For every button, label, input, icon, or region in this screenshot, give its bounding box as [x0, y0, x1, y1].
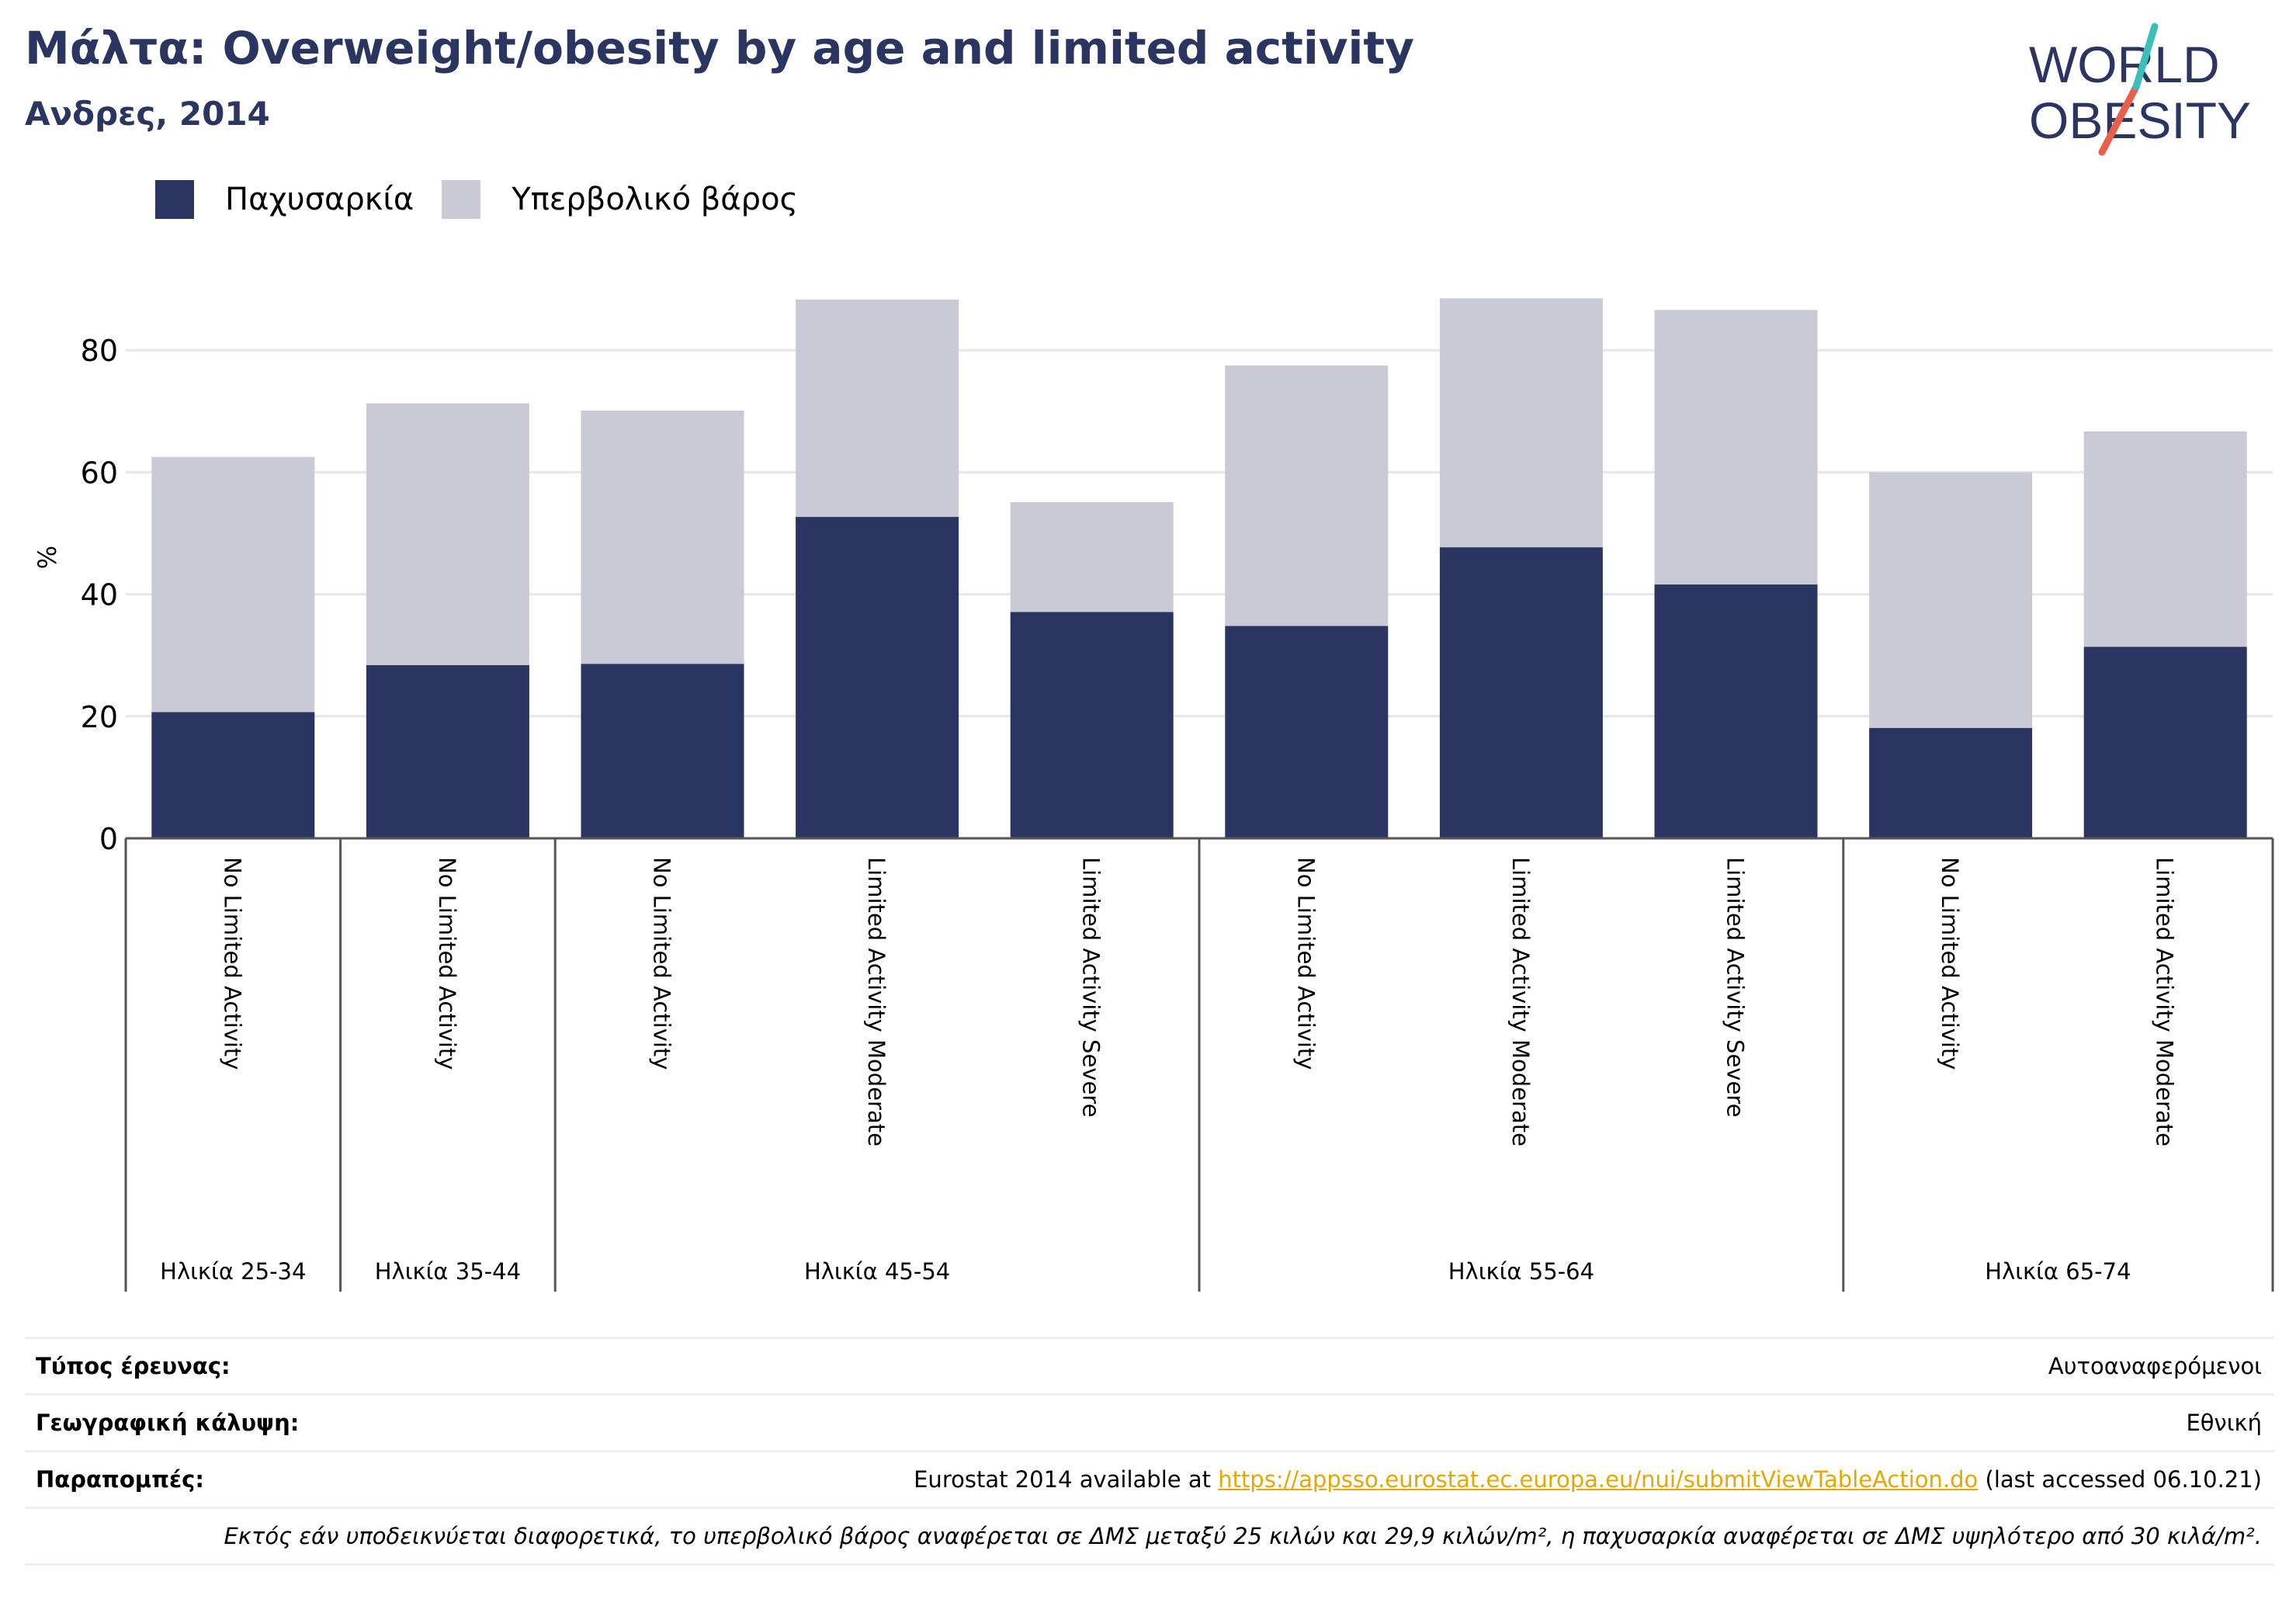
y-tick-label: 80 — [81, 334, 118, 368]
legend: Παχυσαρκία Υπερβολικό βάρος — [155, 180, 826, 219]
bar-obesity — [151, 712, 315, 838]
x-category-label: Limited Activity Severe — [1078, 857, 1105, 1117]
bar-overweight — [366, 403, 529, 665]
logo-line-1: WORLD — [2029, 36, 2220, 93]
y-axis-label: % — [33, 546, 62, 569]
footer-row-survey-type: Τύπος έρευνας: Αυτοαναφερόμενοι — [25, 1337, 2274, 1393]
footer-row-references: Παραπομπές: Eurostat 2014 available at h… — [25, 1450, 2274, 1507]
world-obesity-logo: WORLD OBESITY — [2029, 23, 2251, 156]
x-category-label: Limited Activity Moderate — [863, 857, 890, 1146]
chart-title: Μάλτα: Overweight/obesity by age and lim… — [25, 22, 1414, 75]
y-tick-label: 0 — [99, 822, 118, 856]
x-category-label: Limited Activity Severe — [1722, 857, 1749, 1117]
coverage-label: Γεωγραφική κάλυψη: — [36, 1410, 300, 1436]
references-prefix: Eurostat 2014 available at — [914, 1466, 1219, 1493]
bar-overweight — [1439, 298, 1603, 548]
group-label: Ηλικία 25-34 — [160, 1258, 306, 1285]
group-label: Ηλικία 45-54 — [804, 1258, 950, 1285]
logo-line-2: OBESITY — [2029, 92, 2251, 149]
x-category-label: No Limited Activity — [1937, 857, 1963, 1070]
legend-swatch-overweight — [442, 180, 481, 219]
x-category-label: No Limited Activity — [649, 857, 675, 1070]
bar-obesity — [1654, 584, 1818, 838]
bar-obesity — [796, 516, 959, 838]
chart-subtitle: Ανδρες, 2014 — [25, 95, 270, 133]
bar-obesity — [581, 664, 744, 838]
bar-overweight — [1654, 310, 1818, 585]
survey-type-value: Αυτοαναφερόμενοι — [2048, 1353, 2262, 1379]
logo-slash-teal — [2132, 23, 2159, 91]
bar-overweight — [1225, 365, 1389, 626]
x-category-label: No Limited Activity — [219, 857, 245, 1070]
bar-obesity — [1010, 612, 1174, 838]
bar-overweight — [581, 411, 744, 664]
bar-overweight — [2083, 431, 2247, 647]
y-tick-label: 60 — [81, 456, 118, 490]
bar-obesity — [2083, 647, 2247, 838]
bar-obesity — [1869, 727, 2033, 838]
bar-overweight — [151, 456, 315, 713]
legend-swatch-obesity — [155, 180, 194, 219]
legend-label-obesity: Παχυσαρκία — [225, 182, 414, 217]
bar-obesity — [366, 664, 529, 838]
y-tick-label: 40 — [81, 578, 118, 612]
group-label: Ηλικία 65-74 — [1985, 1258, 2131, 1285]
survey-type-label: Τύπος έρευνας: — [36, 1353, 231, 1379]
bar-overweight — [1010, 501, 1174, 612]
x-category-label: Limited Activity Moderate — [2152, 857, 2178, 1146]
x-category-label: Limited Activity Moderate — [1507, 857, 1534, 1146]
references-suffix: (last accessed 06.10.21) — [1978, 1466, 2263, 1493]
group-label: Ηλικία 35-44 — [375, 1258, 521, 1285]
y-tick-label: 20 — [81, 700, 118, 734]
x-category-label: No Limited Activity — [1292, 857, 1319, 1070]
legend-item-overweight[interactable]: Υπερβολικό βάρος — [442, 180, 798, 219]
bar-overweight — [1869, 472, 2033, 728]
legend-item-obesity[interactable]: Παχυσαρκία — [155, 180, 414, 219]
references-label: Παραπομπές: — [36, 1466, 204, 1493]
bar-chart: 0 20 40 60 80% No Limited Activity No Limited … — [33, 298, 2274, 1292]
footer-table: Τύπος έρευνας: Αυτοαναφερόμενοι Γεωγραφι… — [25, 1337, 2274, 1566]
x-category-label: No Limited Activity — [434, 857, 460, 1070]
bar-obesity — [1439, 547, 1603, 838]
footer-row-coverage: Γεωγραφική κάλυψη: Εθνική — [25, 1393, 2274, 1450]
footer-row-note: Εκτός εάν υποδεικνύεται διαφορετικά, το … — [25, 1507, 2274, 1566]
coverage-value: Εθνική — [2186, 1410, 2262, 1436]
bar-overweight — [796, 299, 959, 517]
legend-label-overweight: Υπερβολικό βάρος — [512, 182, 799, 217]
group-label: Ηλικία 55-64 — [1448, 1258, 1594, 1285]
definition-note: Εκτός εάν υποδεικνύεται διαφορετικά, το … — [224, 1523, 2263, 1549]
references-link[interactable]: https://appsso.eurostat.ec.europa.eu/nui… — [1218, 1466, 1979, 1493]
references-value: Eurostat 2014 available at https://appss… — [914, 1466, 2262, 1493]
logo-slash-coral — [2098, 83, 2140, 156]
bar-obesity — [1225, 626, 1389, 838]
